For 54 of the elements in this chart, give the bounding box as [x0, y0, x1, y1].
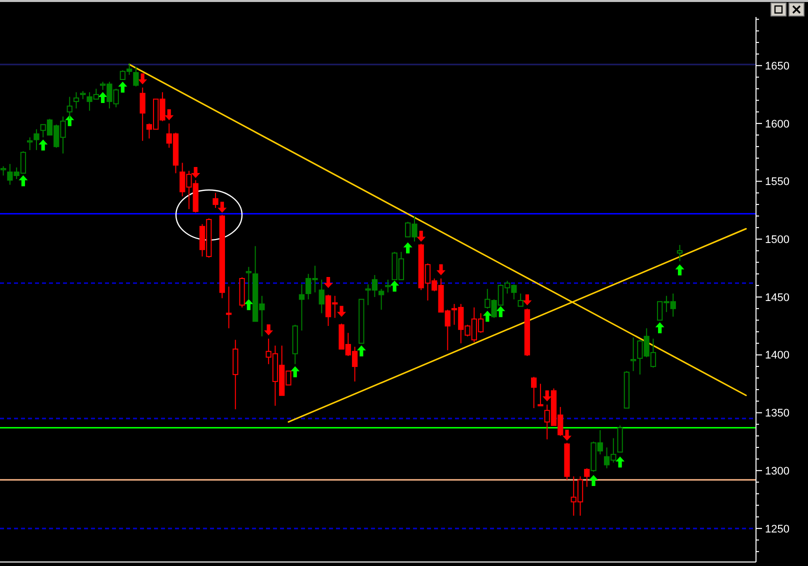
- candlestick: [518, 293, 524, 307]
- point: [436, 264, 446, 276]
- point: [337, 306, 346, 317]
- point: [522, 294, 532, 306]
- y-tick-label: 1600: [765, 118, 790, 130]
- y-tick-label: 1300: [765, 465, 790, 478]
- point: [118, 82, 128, 93]
- point: [218, 202, 227, 213]
- y-tick-label: 1650: [765, 60, 790, 72]
- candlestick: [133, 66, 139, 87]
- y-tick-label: 1350: [765, 408, 790, 420]
- point: [616, 456, 625, 468]
- point: [138, 73, 148, 84]
- point: [356, 345, 366, 356]
- point: [164, 109, 174, 120]
- candlestick: [73, 92, 80, 109]
- y-tick-label: 1250: [765, 523, 790, 536]
- candlestick: [318, 279, 324, 314]
- point: [324, 276, 333, 288]
- point: [403, 242, 412, 254]
- candlestick: [140, 87, 146, 142]
- point: [18, 175, 28, 186]
- candlestick: [584, 468, 590, 488]
- point: [38, 139, 48, 150]
- point: [482, 310, 492, 322]
- y-tick-label: 1450: [765, 292, 790, 304]
- point: [675, 264, 684, 276]
- point: [98, 92, 108, 103]
- candlestick: [385, 279, 391, 293]
- point: [496, 306, 506, 318]
- point: [655, 322, 664, 334]
- candlestick: [226, 286, 232, 329]
- candlestick: [538, 383, 544, 406]
- point: [244, 299, 254, 310]
- point: [562, 430, 572, 441]
- candlestick: [630, 337, 636, 372]
- candlestick: [27, 136, 33, 151]
- point: [290, 366, 300, 378]
- candlestick: [34, 128, 40, 151]
- candlestick: [212, 192, 218, 208]
- y-tick-label: 1550: [765, 176, 790, 188]
- candlestick: [531, 376, 537, 409]
- candlestick: [378, 288, 384, 310]
- point: [191, 167, 200, 178]
- point: [542, 390, 552, 402]
- candlestick: [676, 244, 683, 262]
- point: [390, 280, 400, 292]
- y-tick-label: 1500: [765, 234, 790, 246]
- point: [264, 324, 274, 336]
- candlestick: [0, 166, 6, 176]
- point: [589, 475, 598, 486]
- candlestick: [298, 284, 305, 332]
- point: [416, 230, 426, 242]
- y-tick-label: 1400: [765, 350, 790, 362]
